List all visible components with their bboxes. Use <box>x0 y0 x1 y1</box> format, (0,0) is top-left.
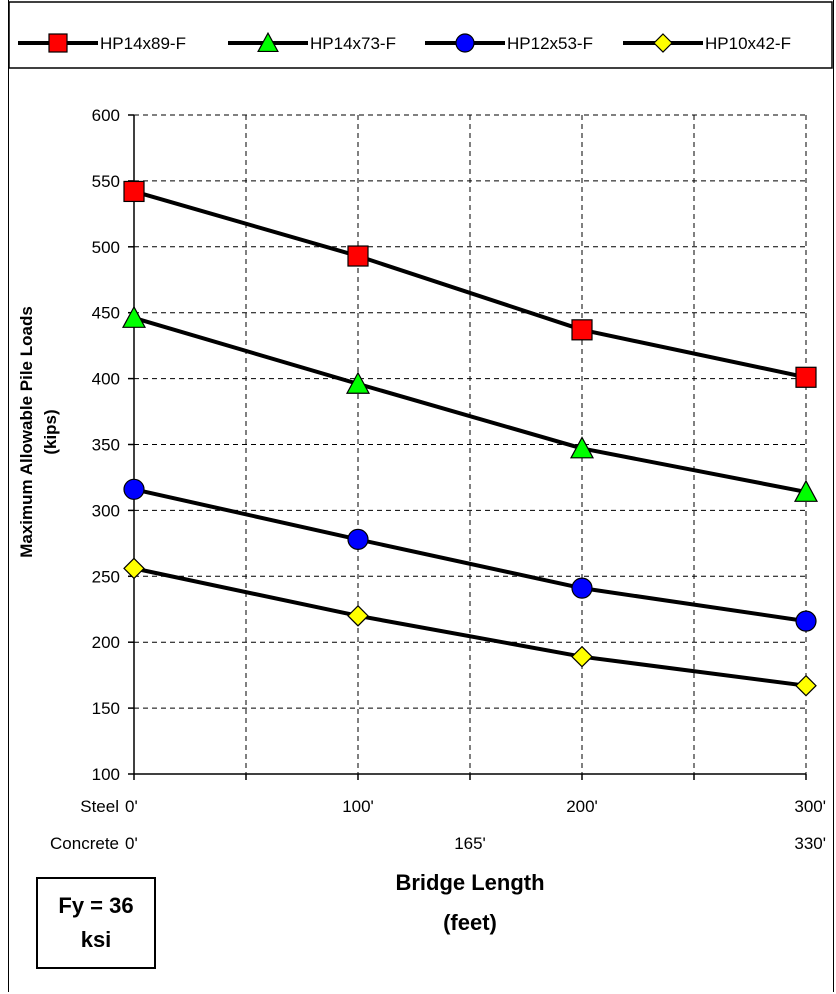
y-tick-label: 600 <box>92 106 120 125</box>
steel-tick-label: 300' <box>794 797 826 816</box>
legend-swatch-marker <box>48 33 68 53</box>
x-axis-title-line2: (feet) <box>443 910 497 935</box>
data-point-marker <box>793 479 819 502</box>
x-axis-title-line1: Bridge Length <box>395 870 544 895</box>
y-axis-title-line1: Maximum Allowable Pile Loads <box>17 306 36 558</box>
series-line <box>133 316 807 494</box>
series-markers <box>121 180 819 697</box>
y-tick-labels: 100 150 200 250 300 350 400 450 500 550 600 <box>92 106 120 784</box>
data-point-marker <box>345 371 371 394</box>
data-point-marker <box>347 245 369 267</box>
y-tick-label: 550 <box>92 172 120 191</box>
series-lines <box>133 189 807 688</box>
data-point-marker <box>347 604 369 627</box>
chart-frame <box>8 0 834 992</box>
y-axis-title: Maximum Allowable Pile Loads (kips) <box>17 306 60 558</box>
data-point-marker <box>347 528 369 550</box>
data-point-marker <box>571 645 593 668</box>
data-point-marker <box>795 610 817 632</box>
steel-row-label: Steel <box>80 797 119 816</box>
y-tick-label: 100 <box>92 765 120 784</box>
y-tick-label: 450 <box>92 304 120 323</box>
y-tick-label: 500 <box>92 238 120 257</box>
data-point-marker <box>123 557 145 580</box>
legend-entry-label: HP10x42-F <box>705 34 791 53</box>
legend-entry-label: HP14x89-F <box>100 34 186 53</box>
data-point-marker <box>123 180 145 203</box>
y-tick-label: 150 <box>92 699 120 718</box>
data-point-marker <box>795 366 817 388</box>
y-axis-title-line2: (kips) <box>41 409 60 454</box>
data-point-marker <box>569 436 595 459</box>
data-point-marker <box>121 305 147 328</box>
concrete-tick-label: 330' <box>794 834 826 853</box>
series-line <box>133 566 807 688</box>
y-tick-label: 300 <box>92 501 120 520</box>
axes <box>128 114 807 780</box>
steel-tick-label: 100' <box>342 797 374 816</box>
y-tick-label: 200 <box>92 633 120 652</box>
legend-swatch-marker <box>455 33 475 53</box>
data-point-marker <box>795 674 817 697</box>
fy-annotation-box: Fy = 36 ksi <box>36 877 156 969</box>
legend: HP14x89-F HP14x73-F HP12x53-F HP10x42-F <box>18 31 791 53</box>
series-line <box>133 487 807 624</box>
legend-entry-label: HP12x53-F <box>507 34 593 53</box>
fy-annotation-line2: ksi <box>80 927 112 952</box>
data-point-marker <box>123 478 145 500</box>
y-tick-label: 350 <box>92 436 120 455</box>
concrete-tick-label: 165' <box>454 834 486 853</box>
legend-entry-label: HP14x73-F <box>310 34 396 53</box>
steel-tick-label: 200' <box>566 797 598 816</box>
data-point-marker <box>571 319 593 341</box>
legend-box <box>8 1 833 69</box>
fy-annotation-line1: Fy = 36 <box>58 893 134 918</box>
series-line <box>133 189 807 380</box>
x-tick-labels: Steel Concrete 0' 100' 200' 300' 0' 165' 330' <box>50 797 826 853</box>
concrete-row-label: Concrete <box>50 834 119 853</box>
legend-swatch-marker <box>653 33 673 53</box>
y-tick-label: 250 <box>92 567 120 586</box>
data-point-marker <box>571 577 593 599</box>
steel-tick-label: 0' <box>125 797 138 816</box>
grid-lines <box>134 114 807 774</box>
y-tick-label: 400 <box>92 370 120 389</box>
concrete-tick-label: 0' <box>125 834 138 853</box>
legend-swatch-marker <box>257 31 279 53</box>
